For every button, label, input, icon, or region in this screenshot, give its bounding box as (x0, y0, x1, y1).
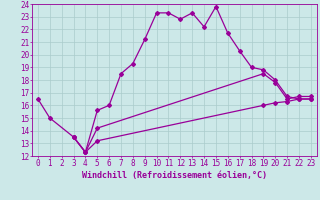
X-axis label: Windchill (Refroidissement éolien,°C): Windchill (Refroidissement éolien,°C) (82, 171, 267, 180)
